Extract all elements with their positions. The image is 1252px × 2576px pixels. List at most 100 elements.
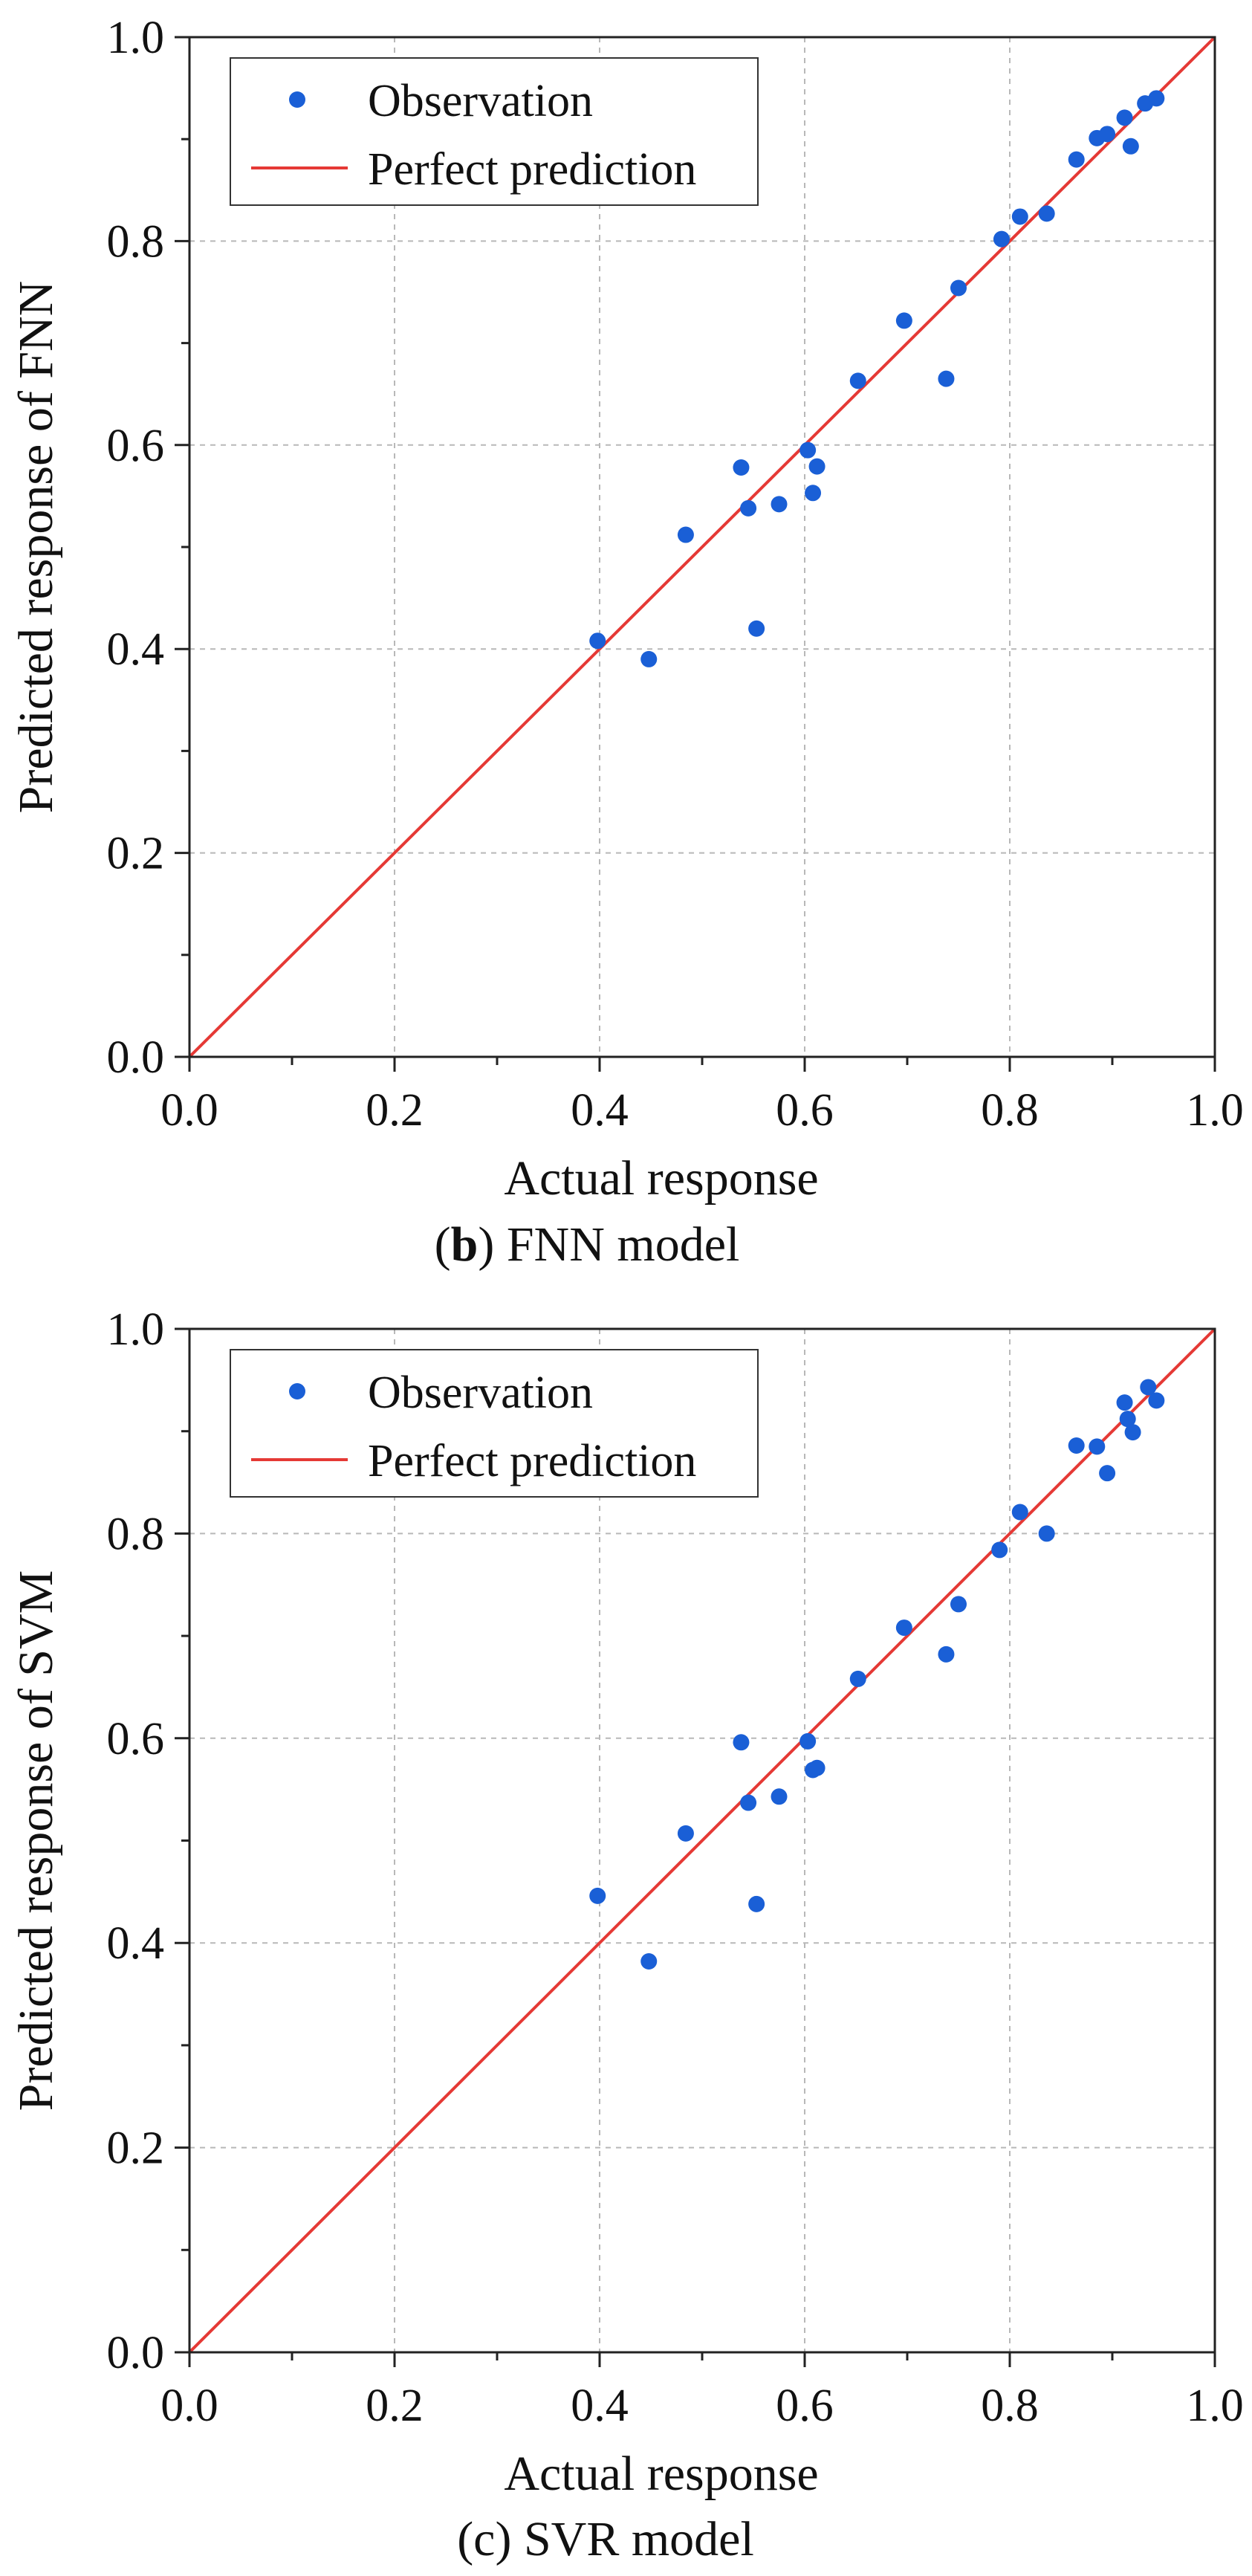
svr-observation-point-23 [1140,1379,1157,1396]
fnn-y-axis-label: Predicted response of FNN [9,281,63,814]
fnn-axis-labels: Actual response Predicted response of FNN [9,281,819,1206]
fnn-legend-perfect-label: Perfect prediction [368,144,696,195]
fnn-observation-point-16 [1038,205,1055,222]
svr-observation-point-5 [748,1895,765,1912]
fnn-observation-point-11 [895,312,912,329]
fnn-observation-point-6 [771,496,788,513]
fnn-observation-point-9 [808,458,826,475]
fnn-observation-point-0 [589,632,606,650]
svr-observation-point-12 [938,1645,955,1663]
fnn-observation-point-10 [849,372,866,389]
svr-x-tick-label-0: 0.0 [160,2381,218,2431]
svr-observation-point-1 [640,1952,658,1970]
svr-observation-point-22 [1124,1424,1141,1441]
fnn-x-tick-label-2: 0.4 [571,1085,629,1136]
svr-x-tick-label-4: 0.8 [981,2381,1039,2431]
svr-x-tick-label-2: 0.4 [571,2381,629,2431]
fnn-x-tick-label-3: 0.6 [776,1085,834,1136]
svr-caption: (c) SVR model [457,2512,754,2566]
svr-y-tick-label-3: 0.6 [107,1714,165,1764]
fnn-legend-box [230,57,759,206]
svr-axis-labels: Actual response Predicted response of SVM [9,1570,819,2501]
fnn-caption-open: ( [435,1217,451,1272]
fnn-observation-point-19 [1099,126,1116,143]
fnn-grid [189,37,1215,1057]
svr-observation-point-11 [895,1619,912,1637]
fnn-caption: (b) FNN model [435,1217,740,1272]
fnn-y-tick-label-5: 1.0 [107,13,165,63]
svr-legend-observation-label: Observation [368,1368,593,1418]
svr-observation-point-6 [771,1788,788,1805]
fnn-observation-point-13 [950,279,967,297]
fnn-observation-point-23 [1148,90,1165,107]
fnn-observation-point-14 [993,230,1010,247]
svr-x-tick-label-1: 0.2 [366,2381,424,2431]
fnn-x-tick-label-0: 0.0 [160,1085,218,1136]
svr-x-tick-label-3: 0.6 [776,2381,834,2431]
svr-observation-point-3 [733,1734,750,1751]
svr-observation-points [589,1379,1165,1970]
fnn-caption-letter: b [451,1217,479,1272]
fnn-panel: 0.00.0 0.2 0.2 0.4 0.4 0.6 0.6 0.8 0.8 1.0 1.0 Act… [9,13,1244,1272]
svr-y-tick-label-1: 0.2 [107,2123,165,2174]
svr-observation-point-21 [1119,1411,1136,1428]
fnn-x-tick-label-1: 0.2 [366,1085,424,1136]
fnn-legend-observation-marker [289,91,305,108]
fnn-x-tick-label-4: 0.8 [981,1085,1039,1136]
fnn-observation-point-15 [1011,208,1028,225]
fnn-y-tick-label-2: 0.4 [107,624,165,675]
svr-observation-point-24 [1148,1392,1165,1409]
svr-caption-rest: ) SVR model [495,2512,753,2566]
svr-observation-point-18 [1089,1438,1106,1455]
svr-legend-box [230,1349,759,1498]
svr-caption-letter: c [473,2512,495,2566]
fnn-observation-point-8 [805,485,822,502]
svr-observation-point-13 [950,1596,967,1613]
fnn-y-tick-label-3: 0.6 [107,421,165,471]
fnn-observation-point-7 [799,441,817,459]
fnn-caption-rest: ) FNN model [478,1217,739,1272]
svr-ticks: 0.00.0 0.2 0.2 0.4 0.4 0.6 0.6 0.8 0.8 1.0 1.0 [107,1304,1244,2431]
svr-observation-point-10 [849,1670,866,1687]
svr-y-axis-label: Predicted response of SVM [9,1570,63,2111]
svr-observation-point-20 [1116,1394,1133,1411]
svr-observation-point-0 [589,1887,606,1904]
fnn-legend: Observation Perfect prediction [230,57,759,206]
svr-legend-observation-marker [289,1383,305,1399]
fnn-legend-observation-label: Observation [368,76,593,126]
svr-legend-perfect-label: Perfect prediction [368,1436,696,1486]
fnn-y-tick-label-0: 0.0 [107,1032,165,1083]
fnn-observation-point-3 [733,459,750,476]
svr-caption-open: ( [457,2512,473,2566]
svr-x-tick-label-5: 1.0 [1186,2381,1244,2431]
svr-y-tick-label-5: 1.0 [107,1304,165,1355]
fnn-x-tick-label-5: 1.0 [1186,1085,1244,1136]
svr-y-tick-label-2: 0.4 [107,1918,165,1969]
svr-observation-point-4 [740,1794,757,1811]
svr-observation-point-7 [799,1732,817,1750]
fnn-observation-point-5 [748,620,765,637]
fnn-observation-points [589,90,1165,667]
svr-y-tick-label-0: 0.0 [107,2328,165,2378]
svr-grid [189,1329,1215,2352]
svr-observation-point-14 [991,1541,1008,1559]
svr-observation-point-9 [808,1759,826,1776]
svr-perfect-line-layer [188,1327,1216,2354]
fnn-observation-point-12 [938,370,955,387]
svr-panel: 0.00.0 0.2 0.2 0.4 0.4 0.6 0.6 0.8 0.8 1.0 1.0 Act… [9,1304,1244,2566]
fnn-observation-point-1 [640,650,658,667]
fnn-y-tick-label-4: 0.8 [107,216,165,267]
svr-observation-point-16 [1038,1525,1055,1542]
svr-observation-point-19 [1099,1465,1116,1482]
fnn-x-axis-label: Actual response [504,1151,818,1206]
fnn-observation-point-20 [1116,109,1133,126]
fnn-observation-point-21 [1122,137,1139,155]
svr-observation-point-17 [1068,1437,1085,1454]
svr-legend: Observation Perfect prediction [230,1349,759,1498]
fnn-observation-point-4 [740,499,757,517]
svr-observation-point-15 [1011,1504,1028,1521]
svr-x-axis-label: Actual response [504,2447,818,2501]
svr-y-tick-label-4: 0.8 [107,1509,165,1559]
fnn-ticks: 0.00.0 0.2 0.2 0.4 0.4 0.6 0.6 0.8 0.8 1.0 1.0 [107,13,1244,1136]
fnn-y-tick-label-1: 0.2 [107,829,165,879]
